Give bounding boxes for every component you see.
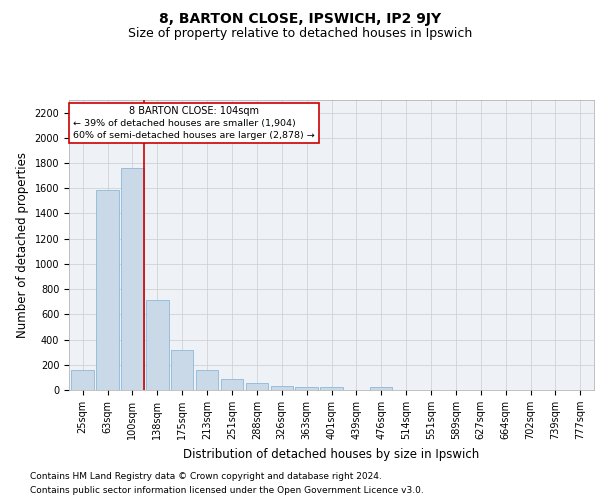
Text: ← 39% of detached houses are smaller (1,904): ← 39% of detached houses are smaller (1,… — [73, 119, 295, 128]
Bar — [245, 383, 268, 390]
Y-axis label: Number of detached properties: Number of detached properties — [16, 152, 29, 338]
Bar — [196, 370, 218, 390]
Text: 8, BARTON CLOSE, IPSWICH, IP2 9JY: 8, BARTON CLOSE, IPSWICH, IP2 9JY — [159, 12, 441, 26]
Text: 60% of semi-detached houses are larger (2,878) →: 60% of semi-detached houses are larger (… — [73, 131, 314, 140]
Bar — [171, 350, 193, 390]
Bar — [97, 190, 119, 390]
Bar — [71, 370, 94, 390]
Text: Contains public sector information licensed under the Open Government Licence v3: Contains public sector information licen… — [30, 486, 424, 495]
Bar — [221, 378, 243, 390]
Text: Size of property relative to detached houses in Ipswich: Size of property relative to detached ho… — [128, 28, 472, 40]
Bar — [271, 386, 293, 390]
Bar — [370, 388, 392, 390]
Text: Contains HM Land Registry data © Crown copyright and database right 2024.: Contains HM Land Registry data © Crown c… — [30, 472, 382, 481]
Bar — [146, 300, 169, 390]
Text: 8 BARTON CLOSE: 104sqm: 8 BARTON CLOSE: 104sqm — [129, 106, 259, 117]
Bar — [320, 388, 343, 390]
FancyBboxPatch shape — [69, 102, 319, 143]
Bar — [295, 387, 318, 390]
Bar — [121, 168, 143, 390]
X-axis label: Distribution of detached houses by size in Ipswich: Distribution of detached houses by size … — [184, 448, 479, 460]
